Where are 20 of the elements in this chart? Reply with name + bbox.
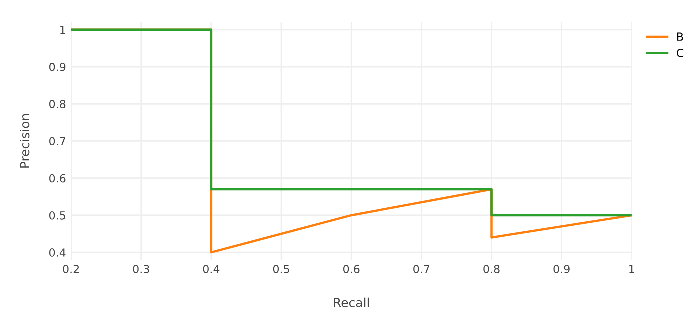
x-tick-label: 0.6 xyxy=(343,265,360,274)
y-tick-label: 1 xyxy=(60,26,66,34)
x-tick-label: 0.2 xyxy=(63,265,80,274)
y-tick-label: 0.9 xyxy=(50,62,66,72)
y-axis-title: Precision xyxy=(20,114,30,168)
x-tick-label: 1 xyxy=(630,265,634,274)
x-tick-label: 0.4 xyxy=(203,265,220,274)
x-tick-label: 0.5 xyxy=(273,265,290,274)
x-axis-title: Recall xyxy=(334,298,370,308)
x-tick-label: 0.9 xyxy=(554,265,570,274)
y-tick-label: 0.4 xyxy=(50,248,66,257)
x-tick-label: 0.3 xyxy=(133,265,150,274)
legend-label: B xyxy=(677,32,684,41)
x-tick-label: 0.7 xyxy=(414,265,430,274)
y-tick-label: 0.6 xyxy=(50,174,66,183)
y-tick-label: 0.7 xyxy=(50,137,66,146)
y-tick-label: 0.8 xyxy=(50,100,66,109)
legend-label: C xyxy=(677,48,684,58)
y-tick-label: 0.5 xyxy=(50,211,66,220)
x-tick-label: 0.8 xyxy=(484,265,500,274)
